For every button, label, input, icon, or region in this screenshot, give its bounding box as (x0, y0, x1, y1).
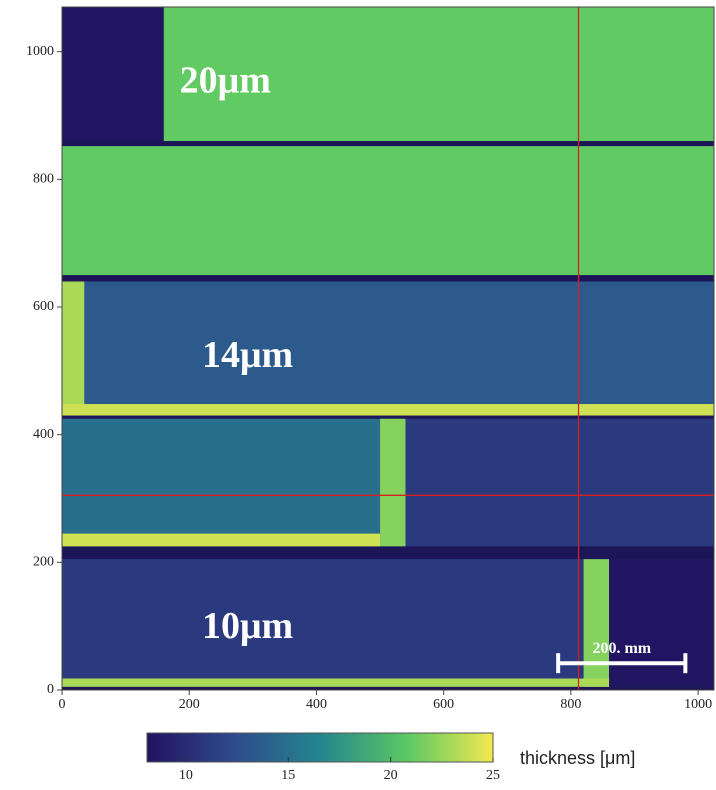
colorbar-label: thickness [μm] (520, 748, 635, 768)
y-tick-label: 400 (33, 427, 54, 442)
region (583, 559, 610, 687)
y-tick-label: 600 (33, 299, 54, 314)
annotation: 10μm (202, 605, 293, 647)
region (62, 678, 610, 687)
annotation: 14μm (202, 334, 293, 376)
y-tick-label: 1000 (26, 44, 54, 59)
y-tick-label: 200 (33, 555, 54, 570)
region (609, 559, 714, 687)
region (163, 7, 714, 142)
scale-bar-label: 200. mm (592, 640, 651, 657)
colorbar-tick-label: 15 (281, 768, 295, 783)
x-tick-label: 400 (306, 697, 327, 712)
region (62, 146, 714, 276)
x-tick-label: 800 (560, 697, 581, 712)
region (62, 281, 714, 416)
colorbar-tick-label: 25 (486, 768, 500, 783)
region (62, 418, 381, 547)
colorbar (146, 732, 494, 763)
x-tick-label: 600 (433, 697, 454, 712)
plot-frame (61, 6, 715, 691)
annotation: 20μm (180, 59, 271, 101)
y-tick-label: 800 (33, 172, 54, 187)
region (62, 281, 85, 416)
region (380, 418, 406, 547)
region (405, 418, 714, 547)
x-tick-label: 0 (59, 697, 66, 712)
colorbar-tick-label: 20 (384, 768, 398, 783)
colorbar-tick-label: 10 (179, 768, 193, 783)
y-tick-label: 0 (47, 682, 54, 697)
x-tick-label: 1000 (684, 697, 712, 712)
x-tick-label: 200 (179, 697, 200, 712)
region (62, 7, 164, 142)
region (62, 404, 714, 416)
region (62, 533, 381, 547)
